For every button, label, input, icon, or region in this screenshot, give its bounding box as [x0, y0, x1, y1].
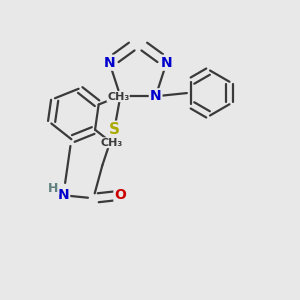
Text: N: N — [58, 188, 69, 202]
Text: CH₃: CH₃ — [107, 92, 129, 102]
Text: S: S — [109, 122, 120, 137]
Text: O: O — [114, 188, 126, 202]
Text: N: N — [104, 56, 115, 70]
Text: N: N — [161, 56, 172, 70]
Text: H: H — [48, 182, 59, 195]
Text: N: N — [150, 89, 161, 103]
Text: CH₃: CH₃ — [100, 138, 123, 148]
